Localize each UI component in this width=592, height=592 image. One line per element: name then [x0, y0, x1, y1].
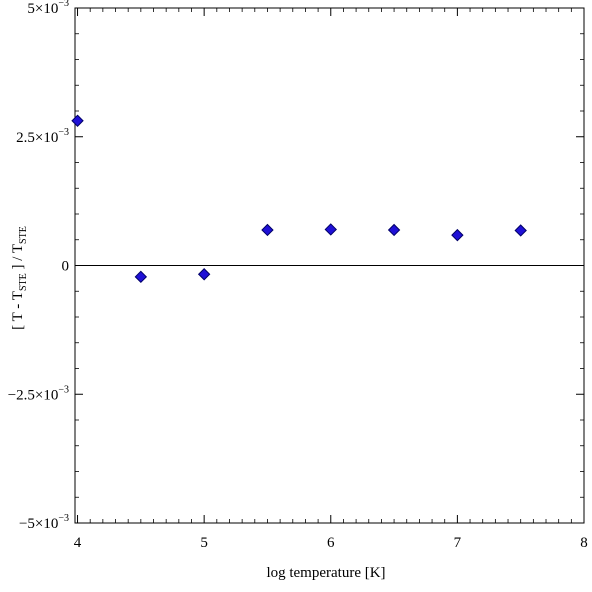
x-tick-label: 6 — [327, 535, 335, 551]
x-tick-label: 5 — [200, 535, 208, 551]
data-point — [514, 224, 527, 237]
y-axis-title: [ T - TSTE ] / TSTE — [10, 226, 29, 330]
x-tick-label: 7 — [454, 535, 462, 551]
data-point — [261, 223, 274, 237]
x-tick-label: 4 — [74, 535, 82, 551]
x-tick-label: 8 — [580, 535, 588, 551]
data-point — [451, 228, 464, 242]
y-tick-label: 2.5×10−3 — [16, 127, 69, 146]
y-axis: 5×10−3 2.5×10−3 0 −2.5×10−3 −5×10−3 — [8, 0, 584, 532]
data-point — [324, 223, 337, 236]
y-tick-label: 5×10−3 — [27, 0, 69, 17]
x-axis-title: log temperature [K] — [266, 565, 385, 581]
data-point — [387, 223, 401, 237]
y-tick-label: −5×10−3 — [19, 513, 69, 532]
y-tick-label: −2.5×10−3 — [8, 384, 69, 403]
data-point — [197, 268, 211, 281]
data-point — [71, 114, 84, 127]
data-points — [71, 114, 527, 284]
data-point — [134, 270, 148, 284]
x-axis: 4 5 6 7 8 — [74, 8, 588, 551]
y-tick-label: 0 — [62, 259, 70, 275]
